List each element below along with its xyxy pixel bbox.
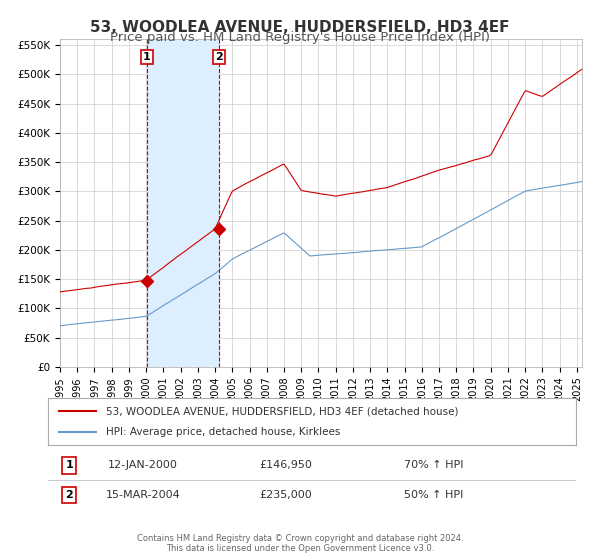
Text: Price paid vs. HM Land Registry's House Price Index (HPI): Price paid vs. HM Land Registry's House … [110,31,490,44]
Text: 53, WOODLEA AVENUE, HUDDERSFIELD, HD3 4EF: 53, WOODLEA AVENUE, HUDDERSFIELD, HD3 4E… [90,20,510,35]
Text: 2: 2 [215,52,223,62]
Text: 15-MAR-2004: 15-MAR-2004 [106,490,181,500]
Bar [146,39,218,367]
Text: 70% ↑ HPI: 70% ↑ HPI [404,460,463,470]
Text: 50% ↑ HPI: 50% ↑ HPI [404,490,463,500]
Text: 1: 1 [65,460,73,470]
Text: HPI: Average price, detached house, Kirklees: HPI: Average price, detached house, Kirk… [106,427,340,437]
Text: 53, WOODLEA AVENUE, HUDDERSFIELD, HD3 4EF (detached house): 53, WOODLEA AVENUE, HUDDERSFIELD, HD3 4E… [106,407,458,417]
Text: 12-JAN-2000: 12-JAN-2000 [108,460,178,470]
Text: 2: 2 [65,490,73,500]
Text: Contains HM Land Registry data © Crown copyright and database right 2024.
This d: Contains HM Land Registry data © Crown c… [137,534,463,553]
Text: £146,950: £146,950 [259,460,312,470]
Text: £235,000: £235,000 [259,490,312,500]
Text: 1: 1 [143,52,151,62]
